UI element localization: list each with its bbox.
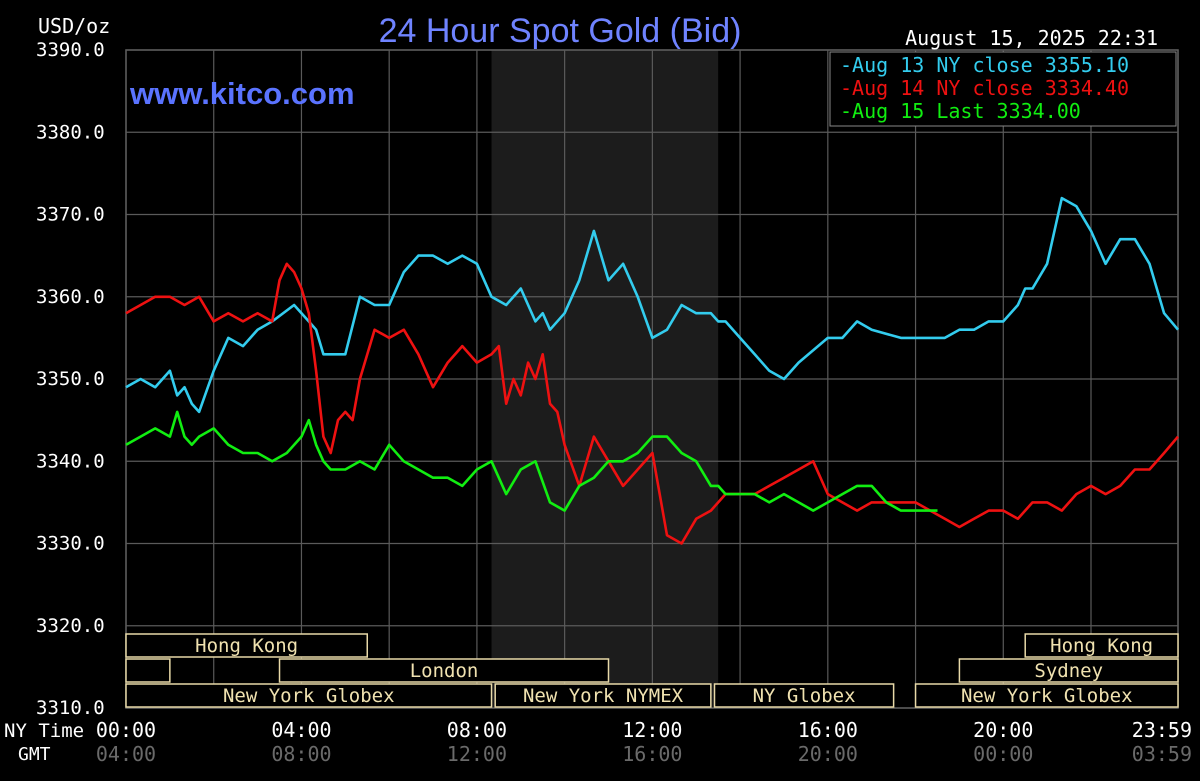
x-tick-label-gmt: 12:00 <box>447 742 507 766</box>
session-bar: Sydney <box>958 658 1179 683</box>
y-tick-label: 3360.0 <box>36 286 105 308</box>
series-line-aug-13 <box>125 196 1179 414</box>
session-bar: NY Globex <box>713 683 895 708</box>
session-bar <box>125 658 171 683</box>
session-label: Sydney <box>1034 660 1103 682</box>
x-tick-label-ny: 20:00 <box>973 718 1033 742</box>
legend-entry: -Aug 14 NY close 3334.40 <box>840 76 1129 100</box>
legend-box <box>829 51 1177 127</box>
x-tick-label-ny: 23:59 <box>1132 718 1192 742</box>
y-tick-label: 3380.0 <box>36 121 105 143</box>
x-tick-label-gmt: 03:59 <box>1132 742 1192 766</box>
ny-time-row-label: NY Time <box>4 720 84 742</box>
x-tick-label-ny: 08:00 <box>447 718 507 742</box>
session-box <box>713 683 895 708</box>
legend-entry: -Aug 15 Last 3334.00 <box>840 99 1081 123</box>
session-bar: London <box>278 658 610 683</box>
session-box <box>494 683 712 708</box>
session-box <box>125 683 493 708</box>
x-tick-label-ny: 12:00 <box>622 718 682 742</box>
y-tick-label: 3370.0 <box>36 204 105 226</box>
y-tick-label: 3350.0 <box>36 368 105 390</box>
x-tick-label-gmt: 20:00 <box>798 742 858 766</box>
session-bar: Hong Kong <box>1024 633 1179 658</box>
y-tick-label: 3340.0 <box>36 450 105 472</box>
legend-entry: -Aug 13 NY close 3355.10 <box>840 53 1129 77</box>
session-label: Hong Kong <box>1050 635 1153 657</box>
series-line-aug-15 <box>125 410 938 512</box>
x-tick-label-gmt: 04:00 <box>96 742 156 766</box>
session-bar: New York Globex <box>125 683 493 708</box>
session-bar: New York Globex <box>914 683 1179 708</box>
chart-title: 24 Hour Spot Gold (Bid) <box>379 12 742 50</box>
session-label: New York Globex <box>961 685 1133 707</box>
session-label: London <box>410 660 479 682</box>
x-tick-label-ny: 16:00 <box>798 718 858 742</box>
session-box <box>125 658 171 683</box>
session-box <box>278 658 610 683</box>
session-bar: New York NYMEX <box>494 683 712 708</box>
x-tick-label-gmt: 08:00 <box>271 742 331 766</box>
session-label: New York NYMEX <box>523 685 684 707</box>
session-box <box>125 633 369 658</box>
x-tick-label-ny: 00:00 <box>96 718 156 742</box>
x-tick-label-ny: 04:00 <box>271 718 331 742</box>
session-label: Hong Kong <box>195 635 298 657</box>
session-box <box>958 658 1179 683</box>
gmt-row-label: GMT <box>18 744 51 765</box>
y-tick-label: 3330.0 <box>36 533 105 555</box>
session-box <box>1024 633 1179 658</box>
session-box <box>914 683 1179 708</box>
x-tick-label-gmt: 00:00 <box>973 742 1033 766</box>
timestamp: August 15, 2025 22:31 <box>905 26 1158 50</box>
y-axis-unit-label: USD/oz <box>38 14 110 38</box>
x-tick-label-gmt: 16:00 <box>622 742 682 766</box>
session-label: NY Globex <box>753 685 856 707</box>
session-label: New York Globex <box>223 685 395 707</box>
y-tick-label: 3310.0 <box>36 697 105 719</box>
session-bar: Hong Kong <box>125 633 369 658</box>
y-tick-label: 3320.0 <box>36 615 105 637</box>
y-tick-label: 3390.0 <box>36 39 105 61</box>
watermark: www.kitco.com <box>129 76 355 111</box>
